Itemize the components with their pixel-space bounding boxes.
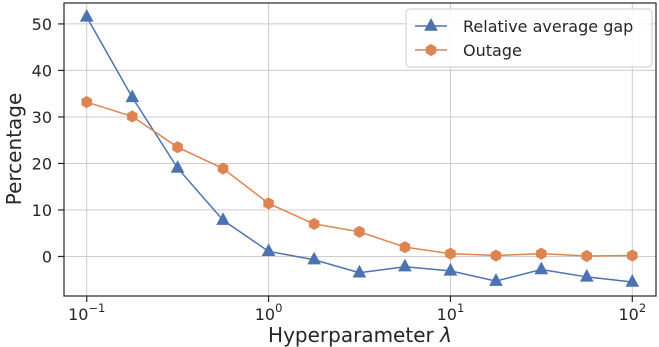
data-point-outage <box>581 249 593 263</box>
data-point-relative-average-gap <box>489 273 503 286</box>
data-point-outage <box>81 95 92 109</box>
x-tick-label: 101 <box>437 301 465 324</box>
data-point-outage <box>354 225 365 238</box>
data-point-outage <box>217 162 229 175</box>
data-point-outage <box>399 241 411 254</box>
data-point-relative-average-gap <box>79 9 94 22</box>
data-point-relative-average-gap <box>534 261 549 275</box>
y-axis-ticks: 0 10 20 30 40 50 <box>32 15 64 266</box>
data-point-relative-average-gap <box>261 243 276 257</box>
data-point-outage <box>263 197 274 210</box>
series-layer <box>79 9 640 287</box>
legend-marker-relative-average-gap <box>424 18 438 31</box>
legend-label-relative-average-gap: Relative average gap <box>463 17 633 36</box>
data-point-outage <box>172 141 183 154</box>
y-tick-label: 30 <box>32 108 52 127</box>
x-axis-label: Hyperparameter λ <box>268 323 452 347</box>
series-relative-average-gap <box>79 9 640 287</box>
data-point-outage <box>627 249 638 262</box>
data-point-outage <box>490 249 502 262</box>
x-tick-label: 100 <box>255 301 283 324</box>
data-point-relative-average-gap <box>579 268 594 282</box>
y-tick-label: 0 <box>42 247 52 266</box>
series-outage <box>81 95 638 263</box>
data-point-outage <box>445 247 456 260</box>
data-point-relative-average-gap <box>625 274 640 287</box>
x-tick-label: 10−1 <box>68 301 105 324</box>
data-point-outage <box>308 217 320 230</box>
data-point-relative-average-gap <box>216 212 230 225</box>
data-point-relative-average-gap <box>170 160 185 173</box>
legend-marker-outage <box>425 43 437 57</box>
data-point-relative-average-gap <box>125 89 140 103</box>
data-point-relative-average-gap <box>398 258 412 272</box>
x-tick-label: 102 <box>618 301 646 324</box>
legend-box <box>405 8 653 68</box>
data-point-relative-average-gap <box>352 264 367 278</box>
y-axis-label: Percentage <box>2 93 26 206</box>
legend: Relative average gap Outage <box>405 8 653 68</box>
x-axis-ticks: 10−1 100 101 102 <box>68 296 646 324</box>
data-point-outage <box>536 247 547 260</box>
data-point-outage <box>126 110 138 123</box>
data-point-relative-average-gap <box>307 251 321 265</box>
data-point-relative-average-gap <box>443 262 458 276</box>
legend-label-outage: Outage <box>463 41 522 60</box>
y-tick-label: 50 <box>32 15 52 34</box>
y-tick-label: 20 <box>32 154 52 173</box>
y-tick-label: 10 <box>32 201 52 220</box>
y-tick-label: 40 <box>32 61 52 80</box>
plot-area-frame <box>63 2 657 297</box>
